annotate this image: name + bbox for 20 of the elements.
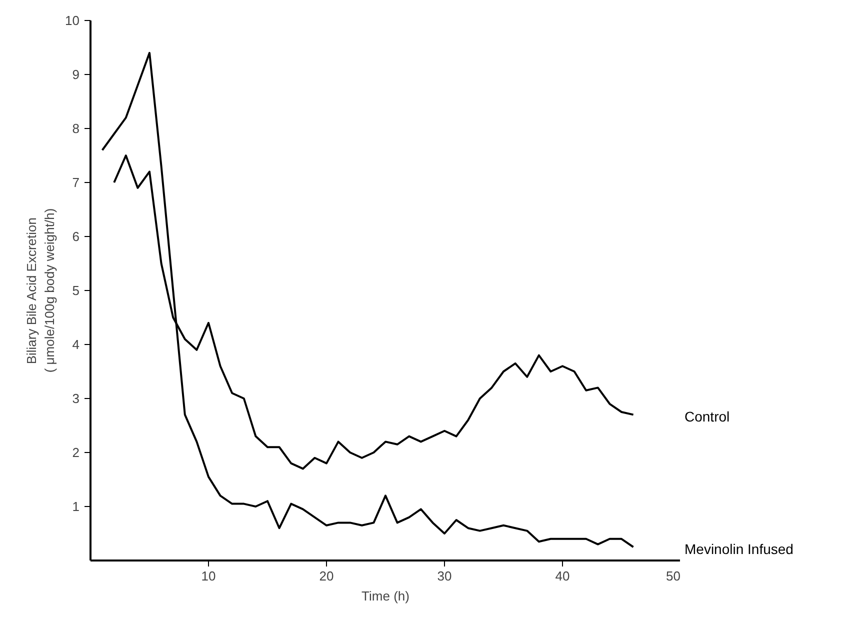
x-tick-label: 30 <box>437 568 452 584</box>
y-tick-label: 3 <box>72 391 80 406</box>
x-tick-label: 40 <box>555 568 570 584</box>
y-tick-label: 10 <box>65 13 80 28</box>
x-tick-label: 10 <box>201 568 216 584</box>
text: Mevinolin Infused <box>684 541 794 557</box>
y-tick-label: 4 <box>72 337 80 352</box>
y-tick-label: 7 <box>72 175 80 190</box>
y-tick-label: 8 <box>72 121 80 136</box>
y-tick-label: 2 <box>72 445 80 460</box>
y-tick-label: 6 <box>72 229 80 244</box>
y-tick-label: 9 <box>72 67 80 82</box>
y-axis-title: Biliary Bile Acid Excretion ( μmole/100g body weight/h) <box>24 208 58 373</box>
y-tick-label: 5 <box>72 283 80 298</box>
x-tick-label: 50 <box>666 568 681 584</box>
x-tick-label: 20 <box>319 568 334 584</box>
x-axis-title: Time (h) <box>362 588 410 604</box>
text: Control <box>684 408 730 425</box>
line-series <box>101 52 634 548</box>
y-tick-label: 1 <box>72 499 80 514</box>
